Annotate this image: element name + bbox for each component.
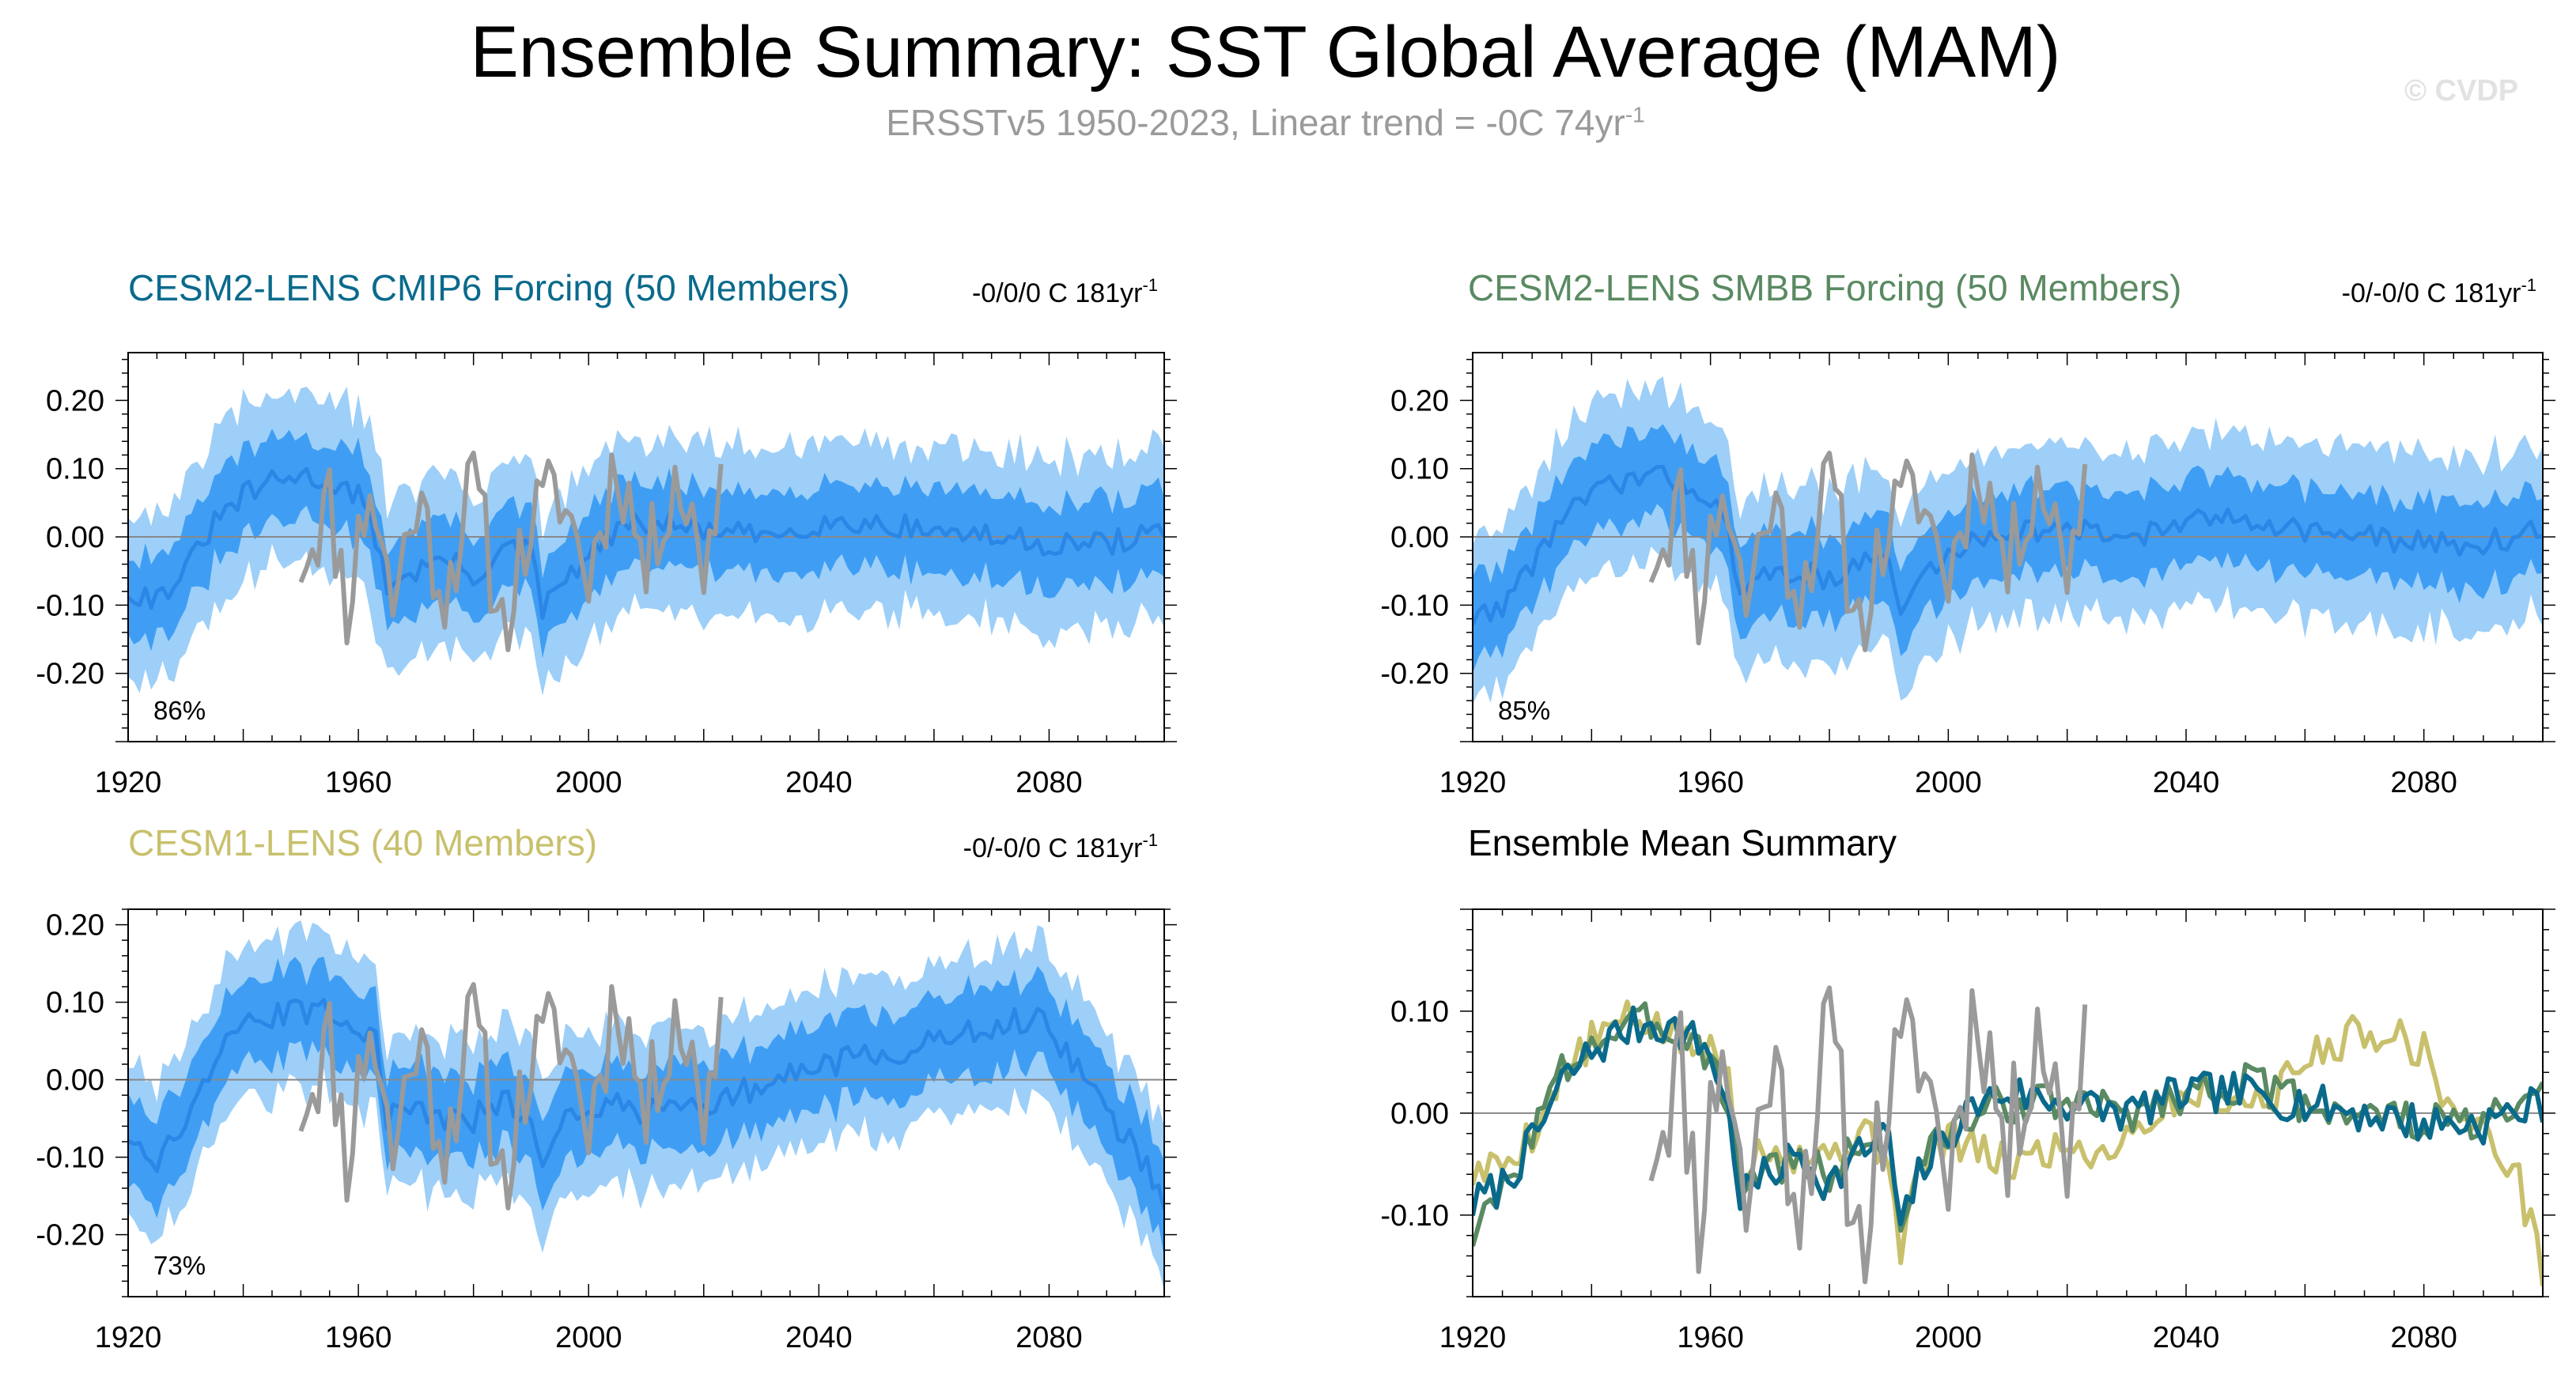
- plot-area: [1473, 376, 2543, 704]
- chart-panel-cmip6: 86% 1920 1960 2000 2040 2080 -0.20 -0.10 0.00 0.1…: [36, 267, 1177, 799]
- trend-label: -0/0/0 C 181yr-1: [972, 275, 1158, 308]
- x-tick-label: 1920: [1439, 1321, 1507, 1354]
- chart-panel-lens1: 73% 1920 1960 2000 2040 2080 -0.20 -0.10 0.00 0.1…: [36, 822, 1177, 1354]
- y-tick-label: 0.00: [46, 521, 104, 554]
- x-tick-label: 2040: [785, 1321, 853, 1354]
- x-tick-label: 2000: [1915, 766, 1982, 799]
- y-tick-label: 0.00: [1390, 521, 1449, 554]
- y-tick-label: 0.20: [1390, 384, 1449, 417]
- x-tick-label: 2080: [1016, 1321, 1083, 1354]
- cvdp-watermark: © CVDP: [2404, 74, 2519, 108]
- x-tick-label: 1960: [1677, 1321, 1744, 1354]
- main-title: Ensemble Summary: SST Global Average (MA…: [470, 12, 2061, 93]
- ensemble-interquartile-band: [128, 429, 1164, 659]
- y-tick-label: 0.00: [1390, 1097, 1449, 1131]
- trend-label: -0/-0/0 C 181yr-1: [963, 830, 1158, 863]
- ensemble-mean-line: [1473, 464, 2543, 626]
- subtitle-text: ERSSTv5 1950-2023, Linear trend = -0C 74…: [886, 102, 1625, 143]
- y-tick-label: 0.10: [46, 453, 104, 486]
- x-tick-label: 2040: [785, 766, 853, 799]
- y-tick-label: 0.00: [46, 1064, 104, 1097]
- x-tick-label: 1920: [95, 766, 162, 799]
- series-line-obs: [1648, 985, 2088, 1285]
- ensemble-interquartile-band: [1473, 424, 2543, 674]
- observed-ersstv5-line: [298, 450, 724, 652]
- x-tick-label: 2080: [1016, 766, 1083, 799]
- y-tick-label: 0.20: [46, 909, 104, 942]
- y-tick-label: -0.10: [1380, 589, 1449, 622]
- x-tick-label: 2000: [1915, 1321, 1982, 1354]
- x-tick-label: 1920: [95, 1321, 162, 1354]
- panel-title: CESM2-LENS SMBB Forcing (50 Members): [1468, 267, 2181, 308]
- panel-title: CESM1-LENS (40 Members): [128, 822, 597, 863]
- x-tick-label: 1960: [325, 766, 392, 799]
- x-tick-label: 2080: [2390, 766, 2457, 799]
- x-tick-label: 2000: [555, 766, 622, 799]
- x-tick-label: 2040: [2153, 766, 2220, 799]
- panel-title: Ensemble Mean Summary: [1468, 822, 1897, 863]
- chart-panel-summary: 1920 1960 2000 2040 2080 -0.10 0.00 0.10 Ensembl…: [1380, 822, 2555, 1354]
- x-tick-label: 1960: [325, 1321, 392, 1354]
- y-tick-label: 0.10: [46, 987, 104, 1020]
- plot-area: [1473, 985, 2543, 1286]
- x-tick-label: 2080: [2390, 1321, 2457, 1354]
- y-tick-label: -0.10: [1380, 1199, 1449, 1233]
- x-tick-label: 1960: [1677, 766, 1744, 799]
- observed-ersstv5-line: [1648, 450, 2088, 652]
- percent-label: 86%: [153, 696, 206, 725]
- y-tick-label: -0.20: [1380, 658, 1449, 691]
- y-tick-label: 0.10: [1390, 453, 1449, 486]
- percent-label: 85%: [1498, 696, 1550, 725]
- plot-frame: [1472, 908, 2544, 1297]
- subtitle: ERSSTv5 1950-2023, Linear trend = -0C 74…: [0, 101, 2531, 144]
- plot-area: [128, 386, 1164, 696]
- y-tick-label: -0.20: [36, 1219, 104, 1252]
- x-tick-label: 2000: [555, 1321, 622, 1354]
- chart-panel-smbb: 85% 1920 1960 2000 2040 2080 -0.20 -0.10 0.00 0.1…: [1380, 267, 2555, 799]
- y-tick-label: -0.20: [36, 658, 104, 691]
- series-line-cmip6: [1473, 1005, 2543, 1226]
- plot-area: [128, 920, 1164, 1292]
- y-tick-label: 0.10: [1390, 995, 1449, 1029]
- ensemble-mean-line: [128, 466, 1164, 621]
- observed-ersstv5-line: [298, 982, 724, 1210]
- y-tick-label: -0.10: [36, 1142, 104, 1175]
- y-tick-label: -0.10: [36, 589, 104, 622]
- x-tick-label: 1920: [1439, 766, 1507, 799]
- subtitle-superscript: -1: [1625, 102, 1645, 127]
- panel-title: CESM2-LENS CMIP6 Forcing (50 Members): [128, 267, 850, 308]
- percent-label: 73%: [153, 1251, 206, 1280]
- x-tick-label: 2040: [2153, 1321, 2220, 1354]
- trend-label: -0/-0/0 C 181yr-1: [2342, 275, 2536, 308]
- y-tick-label: 0.20: [46, 384, 104, 417]
